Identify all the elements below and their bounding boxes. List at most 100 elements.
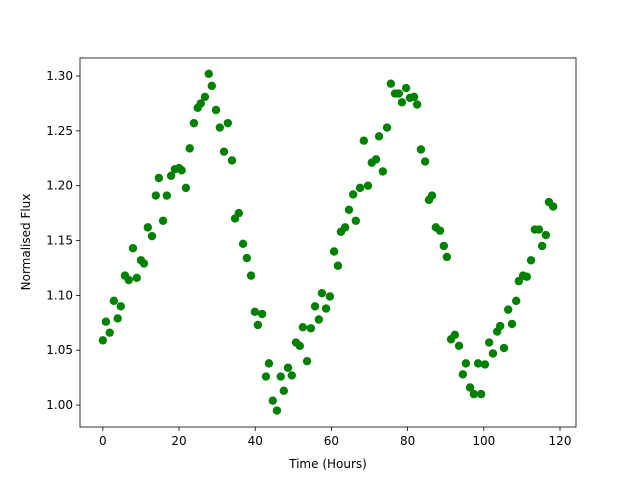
- y-axis-label: Normalised Flux: [19, 194, 33, 291]
- point: [276, 372, 285, 381]
- y-tick-label: 1.25: [46, 124, 73, 138]
- point: [113, 314, 122, 323]
- point: [139, 259, 149, 268]
- point: [450, 330, 460, 340]
- point: [242, 253, 252, 263]
- point: [374, 132, 384, 141]
- point: [480, 360, 490, 369]
- x-tick-label: 40: [248, 434, 263, 448]
- y-tick-label: 1.15: [46, 234, 73, 248]
- point: [427, 191, 437, 200]
- point: [272, 406, 282, 415]
- point: [548, 202, 558, 211]
- point: [458, 370, 468, 379]
- point: [394, 89, 404, 98]
- point: [185, 144, 194, 153]
- point: [109, 296, 119, 306]
- point: [234, 208, 244, 218]
- point: [162, 191, 172, 200]
- axes-frame: [79, 57, 577, 428]
- point: [238, 239, 248, 249]
- point: [298, 322, 308, 332]
- point: [105, 328, 114, 337]
- point: [207, 81, 217, 91]
- point: [348, 190, 358, 199]
- point: [257, 309, 267, 319]
- point: [98, 336, 108, 345]
- point: [317, 288, 327, 298]
- point: [306, 324, 316, 333]
- point: [295, 341, 305, 351]
- point: [420, 157, 430, 166]
- point: [325, 292, 335, 301]
- point: [511, 296, 521, 306]
- point: [412, 100, 422, 109]
- y-tick-label: 1.00: [46, 398, 73, 412]
- point: [204, 69, 213, 78]
- point: [302, 356, 312, 366]
- point: [465, 383, 475, 392]
- point: [454, 341, 464, 351]
- point: [461, 359, 471, 368]
- point: [340, 223, 350, 232]
- point: [132, 273, 141, 283]
- point: [253, 320, 263, 330]
- point: [143, 223, 153, 232]
- point: [116, 302, 125, 311]
- point: [484, 338, 494, 347]
- point: [101, 317, 111, 326]
- point: [499, 343, 509, 353]
- point: [246, 271, 256, 280]
- point: [537, 241, 547, 251]
- x-tick-label: 0: [99, 434, 107, 448]
- point: [219, 147, 229, 156]
- point: [268, 396, 277, 405]
- point: [124, 275, 133, 285]
- point: [264, 359, 274, 368]
- point: [151, 191, 161, 200]
- x-tick-label: 20: [171, 434, 186, 448]
- point: [416, 145, 426, 154]
- point: [495, 321, 505, 331]
- point: [439, 241, 449, 251]
- point: [200, 92, 210, 102]
- point: [476, 389, 486, 399]
- point: [359, 136, 369, 145]
- point: [333, 261, 343, 270]
- point: [158, 216, 168, 225]
- point: [488, 349, 498, 358]
- point: [181, 183, 191, 193]
- point: [363, 181, 373, 190]
- point: [261, 372, 271, 381]
- point: [211, 105, 221, 115]
- y-tick-label: 1.20: [46, 179, 73, 193]
- point: [382, 123, 392, 132]
- point: [166, 171, 176, 181]
- point: [215, 123, 225, 132]
- point: [128, 244, 138, 253]
- point: [507, 319, 517, 329]
- point: [189, 118, 199, 128]
- x-tick-label: 80: [400, 434, 415, 448]
- point: [283, 363, 293, 372]
- x-tick-label: 60: [324, 434, 339, 448]
- point: [351, 216, 361, 225]
- point: [154, 173, 164, 183]
- point: [522, 272, 532, 281]
- point: [227, 156, 237, 165]
- point: [250, 307, 260, 317]
- y-tick-label: 1.10: [46, 288, 73, 302]
- point: [355, 183, 365, 193]
- point: [321, 304, 331, 313]
- point: [279, 386, 289, 396]
- point: [534, 225, 544, 234]
- point: [469, 389, 479, 399]
- point: [147, 231, 157, 241]
- point: [310, 302, 320, 311]
- point: [386, 79, 396, 88]
- point: [344, 205, 354, 215]
- point: [196, 99, 205, 108]
- point: [409, 92, 419, 102]
